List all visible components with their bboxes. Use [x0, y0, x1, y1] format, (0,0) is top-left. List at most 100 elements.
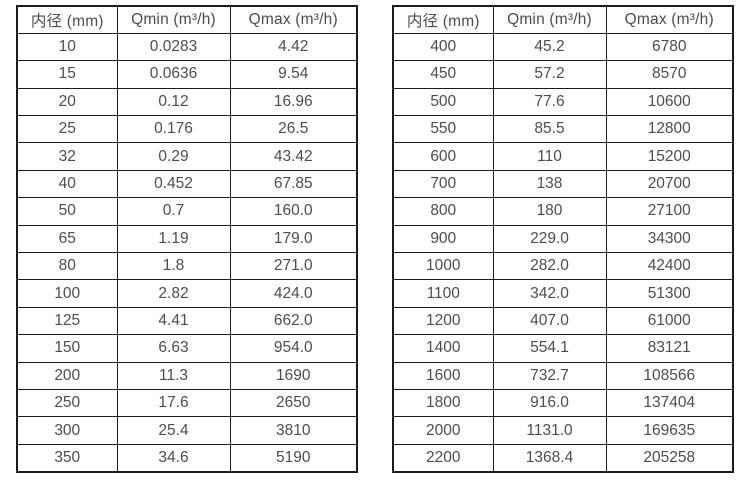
table-cell: 900: [392, 224, 494, 254]
table-row: 40 0.452 67.85: [16, 169, 358, 199]
table-row: 400 45.2 6780: [392, 32, 734, 62]
table-row: 2200 1368.4 205258: [392, 443, 734, 473]
table-cell: 61000: [605, 306, 734, 336]
table-cell: 50: [16, 197, 118, 226]
flow-spec-table-large-diameters: 内径 (mm) Qmin (m³/h) Qmax (m³/h) 400 45.2 6780…: [392, 5, 734, 473]
table-cell: 25.4: [116, 416, 231, 445]
table-cell: 20: [16, 87, 118, 117]
table-cell: 34.6: [116, 443, 231, 473]
table-cell: 800: [392, 197, 494, 226]
table-cell: 150: [16, 334, 118, 363]
column-header: 内径 (mm): [16, 5, 118, 34]
table-cell: 85.5: [492, 115, 607, 144]
table-cell: 954.0: [229, 334, 358, 363]
table-row: 32 0.29 43.42: [16, 142, 358, 171]
table-cell: 10600: [605, 87, 734, 117]
table-cell: 45.2: [492, 32, 607, 62]
table-row: 1600 732.7 108566: [392, 361, 734, 390]
table-cell: 250: [16, 388, 118, 418]
table-cell: 32: [16, 142, 118, 171]
column-header: 内径 (mm): [392, 5, 494, 34]
table-cell: 400: [392, 32, 494, 62]
table-cell: 350: [16, 443, 118, 473]
table-cell: 6.63: [116, 334, 231, 363]
table-row: 125 4.41 662.0: [16, 306, 358, 336]
table-cell: 3810: [229, 416, 358, 445]
table-cell: 10: [16, 32, 118, 62]
table-cell: 100: [16, 279, 118, 308]
table-cell: 15: [16, 60, 118, 89]
table-cell: 25: [16, 115, 118, 144]
table-cell: 0.29: [116, 142, 231, 171]
header-row: 内径 (mm) Qmin (m³/h) Qmax (m³/h): [392, 5, 734, 34]
table-cell: 450: [392, 60, 494, 89]
table-cell: 1400: [392, 334, 494, 363]
table-cell: 916.0: [492, 388, 607, 418]
table-cell: 43.42: [229, 142, 358, 171]
table-cell: 83121: [605, 334, 734, 363]
table-cell: 0.452: [116, 169, 231, 199]
header-row: 内径 (mm) Qmin (m³/h) Qmax (m³/h): [16, 5, 358, 34]
table-cell: 0.12: [116, 87, 231, 117]
table-cell: 407.0: [492, 306, 607, 336]
table-cell: 1600: [392, 361, 494, 390]
table-cell: 40: [16, 169, 118, 199]
table-cell: 67.85: [229, 169, 358, 199]
table-cell: 229.0: [492, 224, 607, 254]
table-cell: 4.41: [116, 306, 231, 336]
table-cell: 1.8: [116, 252, 231, 281]
table-cell: 77.6: [492, 87, 607, 117]
table-row: 1800 916.0 137404: [392, 388, 734, 418]
table-cell: 205258: [605, 443, 734, 473]
table-row: 65 1.19 179.0: [16, 224, 358, 254]
table-cell: 554.1: [492, 334, 607, 363]
table-row: 1200 407.0 61000: [392, 306, 734, 336]
table-row: 1000 282.0 42400: [392, 252, 734, 281]
table-cell: 80: [16, 252, 118, 281]
table-cell: 2650: [229, 388, 358, 418]
column-header: Qmin (m³/h): [116, 5, 231, 34]
table-cell: 271.0: [229, 252, 358, 281]
table-cell: 1200: [392, 306, 494, 336]
table-row: 800 180 27100: [392, 197, 734, 226]
table-cell: 200: [16, 361, 118, 390]
table-cell: 42400: [605, 252, 734, 281]
column-header: Qmax (m³/h): [605, 5, 734, 34]
table-row: 80 1.8 271.0: [16, 252, 358, 281]
table-cell: 662.0: [229, 306, 358, 336]
table-row: 1400 554.1 83121: [392, 334, 734, 363]
table-cell: 4.42: [229, 32, 358, 62]
table-cell: 160.0: [229, 197, 358, 226]
table-row: 450 57.2 8570: [392, 60, 734, 89]
table-row: 1100 342.0 51300: [392, 279, 734, 308]
table-row: 250 17.6 2650: [16, 388, 358, 418]
table-row: 25 0.176 26.5: [16, 115, 358, 144]
table-row: 350 34.6 5190: [16, 443, 358, 473]
table-cell: 51300: [605, 279, 734, 308]
table-cell: 110: [492, 142, 607, 171]
table-cell: 2000: [392, 416, 494, 445]
table-cell: 0.0283: [116, 32, 231, 62]
table-cell: 179.0: [229, 224, 358, 254]
table-cell: 65: [16, 224, 118, 254]
table-cell: 0.176: [116, 115, 231, 144]
table-cell: 300: [16, 416, 118, 445]
table-cell: 15200: [605, 142, 734, 171]
table-cell: 20700: [605, 169, 734, 199]
table-cell: 700: [392, 169, 494, 199]
table-row: 100 2.82 424.0: [16, 279, 358, 308]
table-row: 700 138 20700: [392, 169, 734, 199]
table-cell: 137404: [605, 388, 734, 418]
table-cell: 180: [492, 197, 607, 226]
table-row: 10 0.0283 4.42: [16, 32, 358, 62]
column-header: Qmin (m³/h): [492, 5, 607, 34]
table-cell: 2.82: [116, 279, 231, 308]
table-cell: 424.0: [229, 279, 358, 308]
table-cell: 9.54: [229, 60, 358, 89]
table-cell: 0.0636: [116, 60, 231, 89]
table-cell: 1368.4: [492, 443, 607, 473]
flow-spec-table-small-diameters: 内径 (mm) Qmin (m³/h) Qmax (m³/h) 10 0.0283 4.4…: [16, 5, 358, 473]
table-cell: 0.7: [116, 197, 231, 226]
table-cell: 11.3: [116, 361, 231, 390]
